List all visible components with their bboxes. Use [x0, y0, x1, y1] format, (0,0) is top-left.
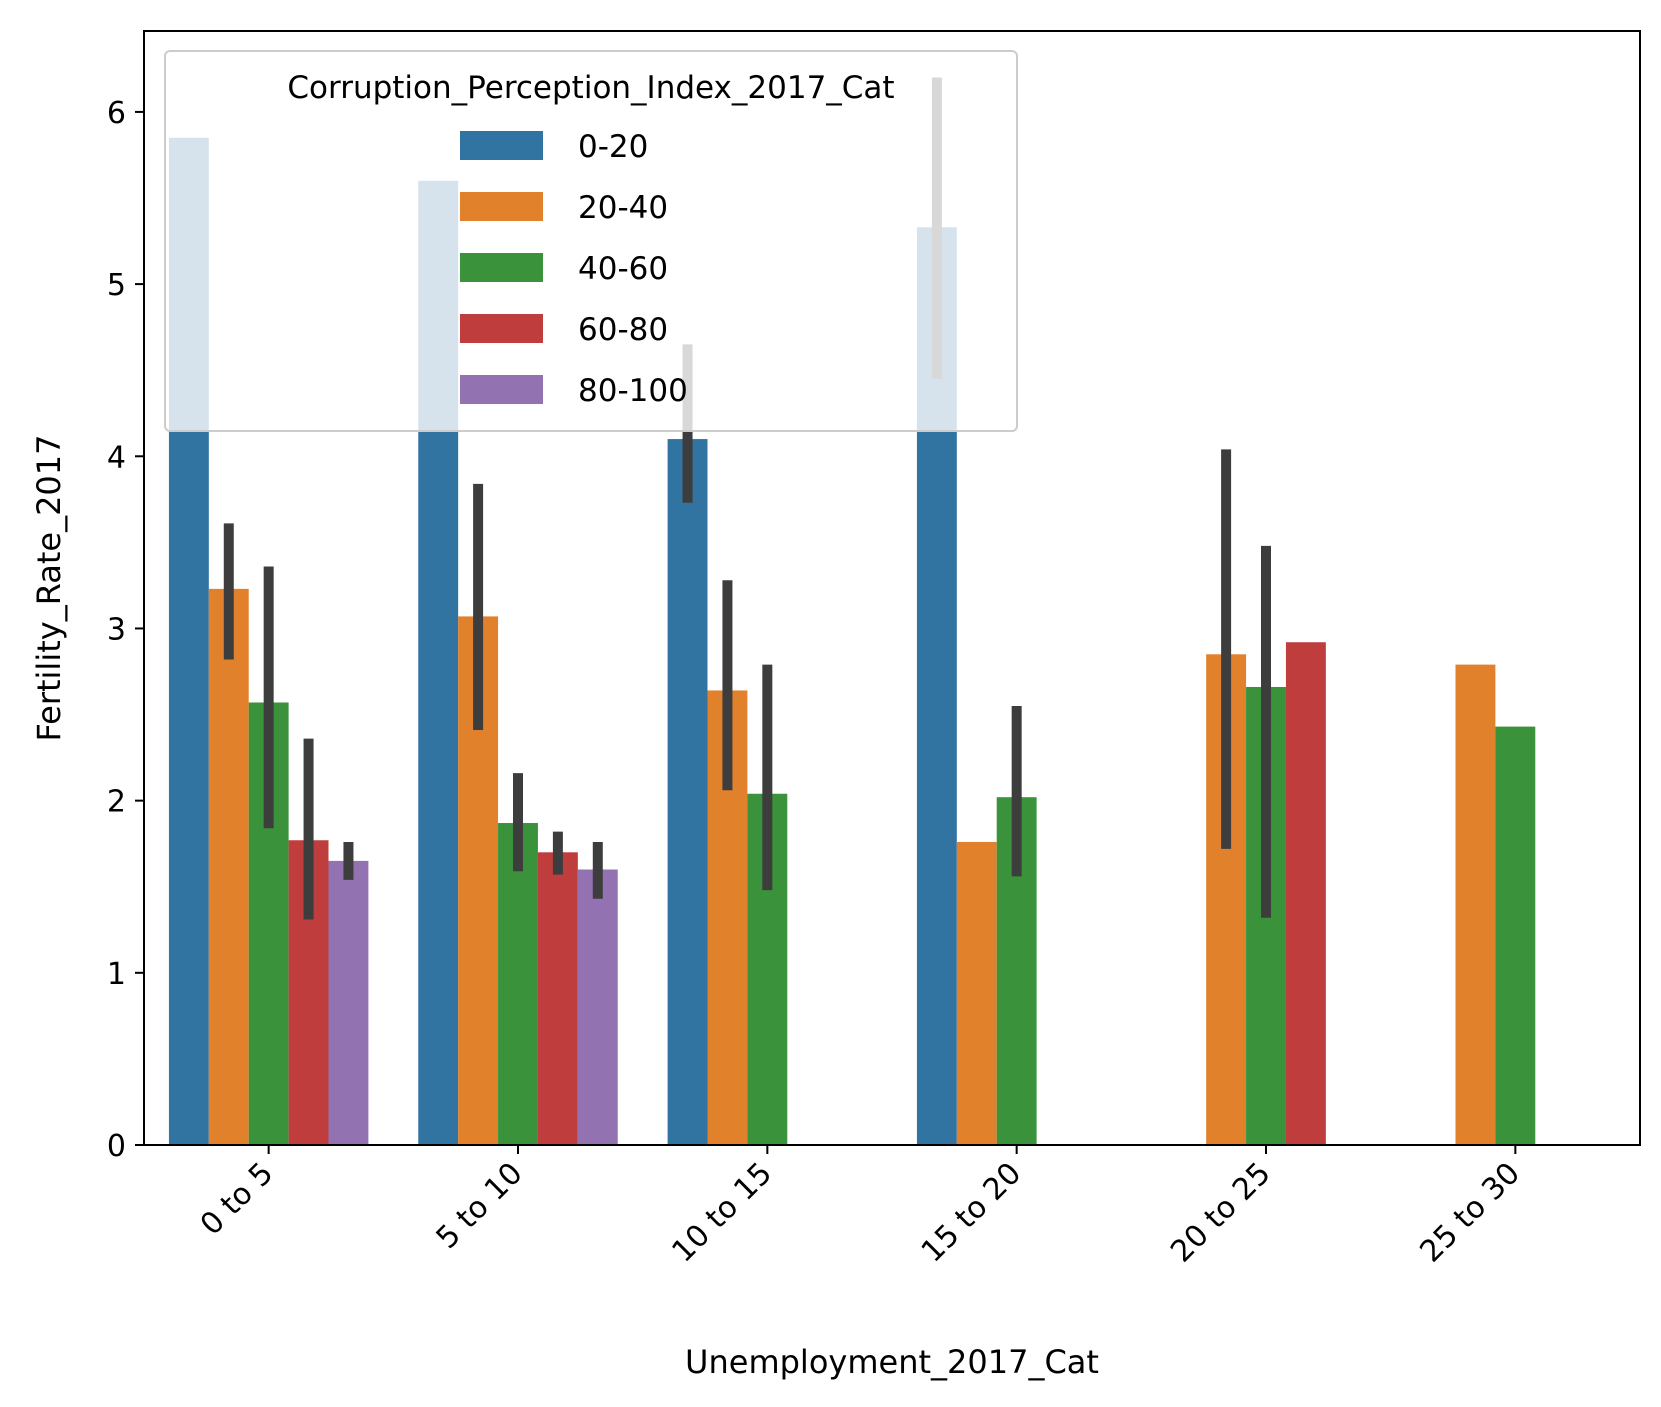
- x-axis: 0 to 5 5 to 10 10 to 15 15 to 20 20 to 25 25 …: [194, 1145, 1527, 1269]
- y-axis-label: Fertility_Rate_2017: [30, 434, 68, 741]
- bar-60-80-20-to-25: [1285, 642, 1326, 1145]
- bar-60-80-5-to-10: [537, 852, 578, 1145]
- x-tick-label: 20 to 25: [1164, 1156, 1278, 1270]
- legend-box: [164, 50, 1018, 432]
- x-tick-label: 5 to 10: [430, 1156, 530, 1256]
- y-axis: 0 1 2 3 4 5 6: [107, 96, 144, 1164]
- legend-label-40-60: 40-60: [578, 251, 668, 287]
- bar-80-100-5-to-10: [577, 869, 618, 1145]
- legend-label-20-40: 20-40: [578, 190, 668, 226]
- bar-80-100-0-to-5: [328, 860, 369, 1145]
- x-tick-label: 25 to 30: [1413, 1156, 1527, 1270]
- y-tick-label: 2: [107, 785, 126, 820]
- y-tick-label: 0: [107, 1129, 126, 1164]
- legend-label-0-20: 0-20: [578, 129, 648, 165]
- y-tick-label: 5: [107, 268, 126, 303]
- legend-swatch-80-100: [460, 375, 543, 404]
- y-tick-label: 4: [107, 440, 126, 475]
- plot-frame: [143, 30, 1641, 1146]
- bar-0-20-10-to-15: [667, 439, 708, 1145]
- x-tick-label: 10 to 15: [665, 1156, 779, 1270]
- legend: Corruption_Perception_Index_2017_Cat 0-2…: [164, 50, 1018, 432]
- bar-20-40-25-to-30: [1455, 664, 1496, 1145]
- legend-label-80-100: 80-100: [578, 373, 688, 409]
- y-tick-label: 1: [107, 957, 126, 992]
- x-tick-label: 15 to 20: [915, 1156, 1029, 1270]
- x-axis-label: Unemployment_2017_Cat: [685, 1343, 1099, 1381]
- legend-swatch-20-40: [460, 192, 543, 221]
- y-tick-label: 3: [107, 612, 126, 647]
- legend-swatch-60-80: [460, 314, 543, 343]
- legend-swatch-0-20: [460, 131, 543, 160]
- bar-40-60-25-to-30: [1495, 726, 1536, 1145]
- x-tick-label: 0 to 5: [194, 1156, 281, 1243]
- bar-20-40-0-to-5: [208, 588, 249, 1145]
- legend-swatch-40-60: [460, 253, 543, 282]
- legend-label-60-80: 60-80: [578, 312, 668, 348]
- legend-title: Corruption_Perception_Index_2017_Cat: [287, 70, 894, 106]
- y-tick-label: 6: [107, 96, 126, 131]
- bar-20-40-15-to-20: [956, 841, 997, 1145]
- bars-layer: [168, 137, 1536, 1146]
- bar-40-60-5-to-10: [498, 823, 538, 1145]
